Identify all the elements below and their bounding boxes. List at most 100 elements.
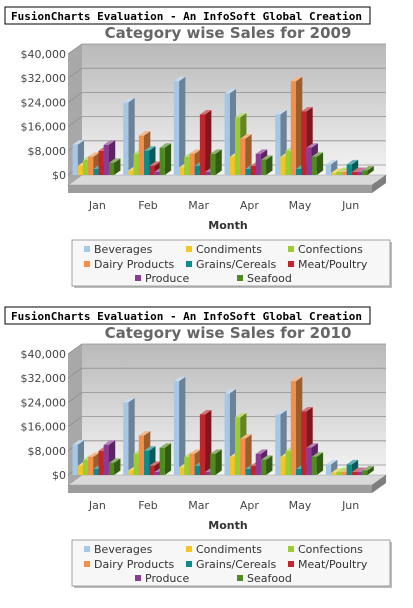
x-tick-label: Apr [240,199,260,212]
bar [77,465,83,475]
bar-top [336,467,348,472]
bar [306,147,312,175]
bar [285,150,291,175]
chart-panel-2010: FusionCharts Evaluation - An InfoSoft Gl… [0,302,413,602]
x-tick-label: Jun [341,499,359,512]
bar [154,471,160,475]
bar [189,153,195,175]
legend-swatch [135,575,141,581]
bar-side [205,110,212,175]
y-tick-label: $16,000 [21,121,67,134]
bar [245,468,251,475]
bar [331,172,337,175]
bar-top [189,449,201,454]
x-axis-title: Month [208,219,247,232]
watermark-text: FusionCharts Evaluation - An InfoSoft Gl… [11,310,362,323]
x-tick-label: Mar [188,199,209,212]
bar-top [149,461,161,466]
bar-side [367,465,374,475]
bar-top [331,168,343,173]
bar-side [205,410,212,475]
bar [184,456,190,475]
bar [301,411,307,475]
y-tick-label: $32,000 [21,72,67,85]
y-tick-label: $16,000 [21,421,67,434]
x-tick-label: Apr [240,499,260,512]
watermark-text: FusionCharts Evaluation - An InfoSoft Gl… [11,10,362,23]
legend-swatch [237,275,243,281]
bar-top [123,397,135,403]
legend-label: Condiments [196,243,262,256]
bar-top [138,131,151,136]
bar-side [179,76,186,175]
bar [351,471,358,475]
bar [250,165,256,175]
legend-label: Seafood [247,572,292,585]
legend-swatch [84,246,90,252]
bar-top [351,167,364,172]
bar-top [173,76,186,82]
x-tick-label: May [289,199,312,212]
bar [194,465,200,475]
bar-top [72,140,85,145]
bar [173,381,180,475]
bar-top [260,155,273,160]
bar-top [336,167,348,172]
bar-side [296,376,303,475]
bar-top [199,110,212,115]
bar [210,453,216,475]
bar-side [229,88,237,175]
bar [98,450,104,475]
bar-top [210,149,222,154]
legend-swatch [84,561,90,567]
bar-top [224,388,237,394]
bar [72,144,78,175]
legend-label: Produce [145,572,189,585]
bar [234,417,241,475]
bar [123,102,129,175]
legend-swatch [84,546,90,552]
bar-top [290,376,303,382]
bar [351,171,358,175]
watermark-box [4,306,371,325]
y-tick-label: $24,000 [21,96,67,109]
bar [98,150,104,175]
bar [103,444,109,475]
bar-top [149,161,161,166]
bar-top [123,97,135,103]
bar [88,156,94,175]
chart-panel-2009: FusionCharts Evaluation - An InfoSoft Gl… [0,2,413,302]
bar [108,462,115,475]
bar-side [128,97,135,175]
bar-top [199,410,212,415]
bar-side [229,388,237,475]
chart-floor [67,174,387,186]
bar-side [367,165,374,175]
chart-title: Category wise Sales for 2010 [105,324,352,342]
bar-top [240,134,252,139]
legend-label: Meat/Poultry [298,558,368,571]
bar-top [346,459,359,465]
bar [260,459,267,475]
bar [255,453,261,475]
bar-top [306,143,318,148]
legend-label: Beverages [94,543,153,556]
bar-top [103,140,116,145]
x-tick-label: Jun [341,199,359,212]
bar [301,111,307,175]
bar-side [266,455,273,475]
bar [255,153,261,175]
gridline-side [67,392,83,403]
bar [82,459,89,475]
bar [72,444,78,475]
bar-top [311,452,324,457]
bar [138,435,144,475]
bar-top [346,159,359,165]
legend-swatch [84,261,90,267]
legend-label: Meat/Poultry [298,258,368,271]
chart-floor-side [372,475,386,493]
bar [296,468,302,475]
bar [103,144,109,175]
bar [205,171,211,175]
legend-label: Grains/Cereals [196,258,277,271]
